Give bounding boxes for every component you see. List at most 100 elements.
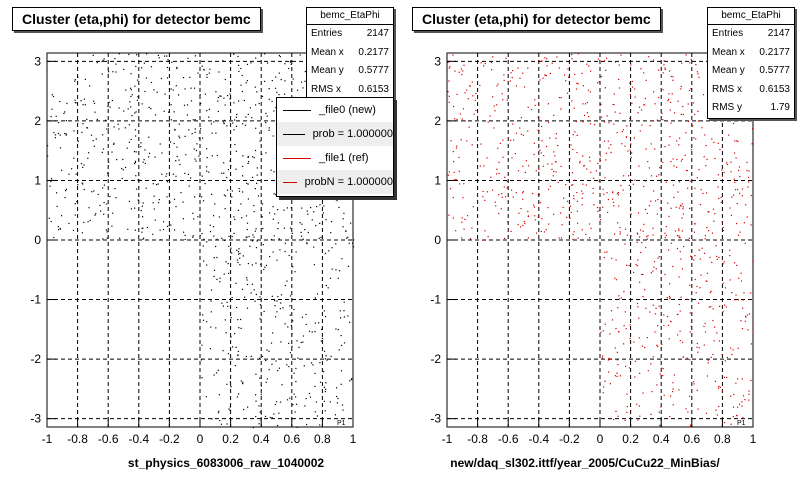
data-point: [259, 318, 261, 320]
data-point: [695, 64, 697, 66]
data-point: [497, 83, 499, 85]
data-point: [493, 127, 495, 129]
data-point: [106, 128, 108, 130]
data-point: [140, 210, 142, 212]
data-point: [223, 273, 225, 275]
data-point: [105, 229, 107, 231]
data-point: [636, 403, 638, 405]
data-point: [212, 226, 215, 228]
data-point: [319, 381, 322, 383]
data-point: [520, 117, 522, 119]
data-point: [642, 392, 644, 394]
data-point: [618, 87, 621, 89]
data-point: [314, 297, 316, 299]
data-point: [681, 268, 683, 270]
data-point: [305, 313, 307, 316]
data-point: [64, 132, 66, 135]
data-point: [489, 115, 491, 117]
data-point: [224, 319, 226, 321]
data-point: [603, 257, 605, 259]
data-point: [197, 216, 199, 218]
data-point: [704, 235, 706, 237]
data-point: [545, 75, 547, 77]
data-point: [456, 93, 458, 95]
data-point: [219, 420, 221, 422]
data-point: [266, 378, 268, 380]
data-point: [107, 172, 109, 174]
data-point: [336, 402, 338, 404]
data-point: [289, 227, 292, 229]
data-point: [217, 110, 219, 113]
data-point: [347, 265, 350, 267]
data-point: [148, 156, 150, 158]
data-point: [463, 64, 465, 66]
data-point: [213, 374, 215, 376]
data-point: [64, 111, 66, 113]
data-point: [184, 135, 186, 137]
x-tick-label: 0.8: [314, 432, 331, 446]
data-point: [613, 418, 615, 421]
data-point: [534, 219, 536, 221]
data-point: [255, 394, 257, 396]
data-point: [264, 266, 266, 268]
data-point: [662, 72, 664, 74]
data-point: [464, 120, 466, 122]
data-point: [238, 64, 240, 66]
data-point: [614, 375, 616, 377]
data-point: [122, 169, 124, 171]
data-point: [74, 99, 76, 101]
data-point: [160, 239, 162, 241]
data-point: [325, 382, 327, 384]
data-point: [547, 163, 549, 165]
data-point: [452, 197, 454, 199]
data-point: [74, 214, 76, 216]
data-point: [717, 186, 719, 188]
data-point: [222, 305, 224, 307]
data-point: [249, 107, 251, 109]
data-point: [265, 112, 267, 114]
data-point: [682, 105, 684, 108]
x-tick-label: 0: [197, 432, 204, 446]
data-point: [735, 382, 737, 384]
data-point: [131, 94, 133, 96]
data-point: [726, 356, 728, 359]
data-point: [718, 197, 720, 199]
data-point: [289, 61, 291, 63]
data-point: [176, 155, 178, 158]
data-point: [475, 92, 477, 95]
data-point: [622, 189, 624, 191]
data-point: [541, 60, 543, 62]
data-point: [83, 189, 85, 191]
data-point: [105, 119, 107, 121]
data-point: [633, 341, 635, 343]
data-point: [677, 191, 679, 193]
data-point: [583, 165, 585, 167]
data-point: [153, 195, 155, 197]
data-point: [123, 110, 125, 112]
data-point: [293, 308, 295, 311]
data-point: [247, 198, 249, 200]
data-point: [484, 230, 486, 232]
data-point: [650, 175, 653, 177]
data-point: [744, 320, 746, 322]
data-point: [287, 326, 289, 328]
data-point: [146, 53, 148, 55]
data-point: [277, 209, 279, 211]
data-point: [659, 167, 661, 169]
data-point: [288, 67, 290, 70]
data-point: [166, 181, 168, 183]
data-point: [295, 396, 297, 398]
data-point: [724, 287, 727, 289]
data-point: [154, 219, 156, 221]
data-point: [286, 280, 288, 282]
data-point: [277, 296, 279, 298]
data-point: [558, 67, 560, 69]
data-point: [607, 199, 609, 201]
x-axis-label-left: st_physics_6083006_raw_1040002: [127, 456, 325, 470]
data-point: [661, 367, 663, 369]
data-point: [179, 163, 181, 166]
data-point: [228, 408, 230, 410]
data-point: [266, 349, 268, 351]
data-point: [616, 375, 618, 377]
data-point: [156, 184, 158, 186]
